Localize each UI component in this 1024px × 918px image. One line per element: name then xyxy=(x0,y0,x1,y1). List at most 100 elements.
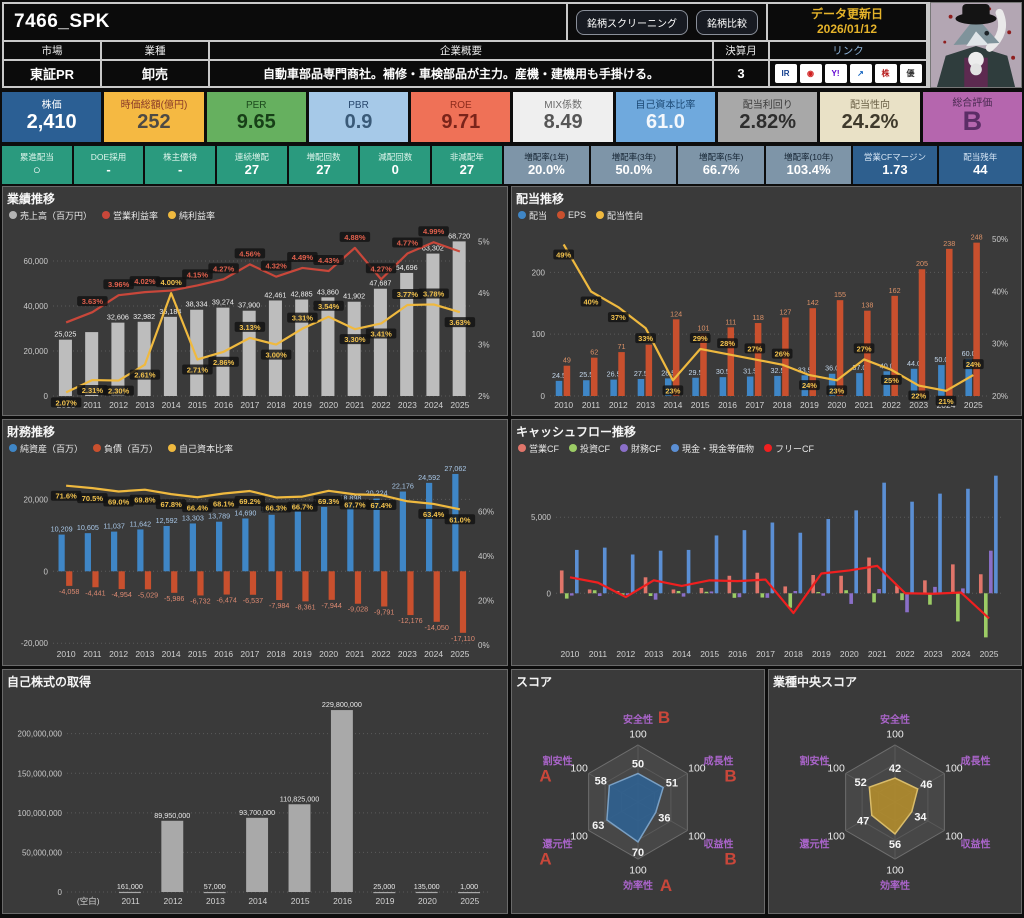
metric-label: 営業CFマージン xyxy=(863,152,926,163)
legend-item: 財務CF xyxy=(620,442,661,455)
kpi-value: 0.9 xyxy=(344,111,373,134)
svg-text:100: 100 xyxy=(629,729,647,741)
legend-item: 現金・現金等価物 xyxy=(671,442,754,455)
dividend-legend: 配当 EPS 配当性向 xyxy=(518,208,1017,222)
industry-median-radar-panel: 業種中央スコア 100 安全性 42 100 成長性 46 100 収益性 34 100 効率性 56… xyxy=(768,669,1022,914)
kpi-value: 2,410 xyxy=(26,111,77,134)
cashflow-legend: 営業CF 投資CF 財務CF 現金・現金等価物 フリーCF xyxy=(518,441,1017,455)
svg-text:66.7%: 66.7% xyxy=(292,503,314,512)
svg-text:2020: 2020 xyxy=(840,649,859,659)
svg-text:150,000,000: 150,000,000 xyxy=(18,769,63,778)
svg-text:161,000: 161,000 xyxy=(117,882,143,891)
compare-button[interactable]: 銘柄比較 xyxy=(696,9,758,35)
stock-code-title: 7466_SPK xyxy=(14,11,110,32)
svg-text:56: 56 xyxy=(889,839,901,851)
kpi-label: 総合評価 xyxy=(952,97,993,109)
legend-dot xyxy=(518,211,526,219)
svg-text:2015: 2015 xyxy=(188,649,207,659)
irbank-link-icon[interactable]: IR xyxy=(774,64,797,83)
svg-text:3.30%: 3.30% xyxy=(344,335,366,344)
company-summary-cell: 企業概要 自動車部品専門商社。補修・車検部品が主力。産機・建機用も手掛ける。 xyxy=(210,42,712,86)
svg-text:0%: 0% xyxy=(478,641,490,650)
svg-text:37,900: 37,900 xyxy=(238,301,260,310)
svg-text:3.54%: 3.54% xyxy=(318,302,340,311)
fiscal-month-cell: 決算月 3 xyxy=(714,42,768,86)
kabutan-link-icon[interactable]: ◉ xyxy=(799,64,822,83)
svg-text:100: 100 xyxy=(629,865,647,877)
legend-label: フリーCF xyxy=(775,443,815,454)
metric-label: 非減配年 xyxy=(449,152,484,163)
legend-label: 営業CF xyxy=(529,443,559,454)
kpi-label: 配当性向 xyxy=(850,99,891,111)
metric-value: 27 xyxy=(459,162,475,178)
svg-text:2020: 2020 xyxy=(418,896,437,906)
svg-text:1,000: 1,000 xyxy=(460,882,478,891)
stock-chart-link-icon[interactable]: ↗ xyxy=(849,64,872,83)
svg-text:-4,058: -4,058 xyxy=(59,587,79,596)
svg-text:2014: 2014 xyxy=(248,896,267,906)
svg-text:2021: 2021 xyxy=(345,400,364,410)
nikkei-link-icon[interactable]: 株 xyxy=(874,64,897,83)
svg-text:2015: 2015 xyxy=(691,400,710,410)
svg-text:27.5: 27.5 xyxy=(634,369,648,378)
financial-chart: -20,000 0 20,000 0% 20% 40% 60% 2010 2011 2012 201… xyxy=(21,464,494,659)
svg-text:収益性: 収益性 xyxy=(704,838,734,851)
svg-text:142: 142 xyxy=(807,298,819,307)
legend-label: 負債（百万） xyxy=(104,443,159,454)
svg-text:2012: 2012 xyxy=(164,896,183,906)
svg-text:0: 0 xyxy=(44,567,49,576)
svg-text:40.0: 40.0 xyxy=(880,361,894,370)
yutai-link-icon[interactable]: 優 xyxy=(899,64,922,83)
svg-text:68.1%: 68.1% xyxy=(213,499,235,508)
svg-text:100: 100 xyxy=(688,831,706,843)
financial-trend-panel: 財務推移 純資産（百万） 負債（百万） 自己資本比率 -20,000 0 20,000 0… xyxy=(2,419,508,666)
svg-text:100: 100 xyxy=(886,729,904,741)
charts-area: 業績推移 売上高（百万円） 営業利益率 純利益率 0 20,000 40,000 60,0… xyxy=(0,186,1024,918)
svg-text:3.96%: 3.96% xyxy=(108,280,130,289)
svg-text:-9,028: -9,028 xyxy=(348,605,368,614)
svg-text:13,789: 13,789 xyxy=(208,512,230,521)
svg-text:-5,029: -5,029 xyxy=(138,590,158,599)
svg-text:60%: 60% xyxy=(478,508,494,517)
kpi-label: PER xyxy=(245,99,267,111)
header-buttons: 銘柄スクリーニング 銘柄比較 xyxy=(568,4,766,40)
kpi-label: ROE xyxy=(450,99,472,111)
svg-text:54,696: 54,696 xyxy=(396,263,418,272)
kpi-label: 株価 xyxy=(41,99,62,111)
profile-link-icon[interactable]: Y! xyxy=(824,64,847,83)
svg-text:29.5: 29.5 xyxy=(689,368,703,377)
svg-text:24.5: 24.5 xyxy=(552,371,566,380)
industry-cell: 業種 卸売 xyxy=(102,42,208,86)
svg-text:2010: 2010 xyxy=(554,400,573,410)
svg-text:2025: 2025 xyxy=(964,400,983,410)
svg-text:89,950,000: 89,950,000 xyxy=(154,811,190,820)
metric-label: DOE採用 xyxy=(90,152,127,163)
svg-text:18,898: 18,898 xyxy=(339,493,361,502)
svg-text:39,274: 39,274 xyxy=(212,298,234,307)
svg-text:47: 47 xyxy=(857,815,869,827)
legend-label: 配当性向 xyxy=(607,210,644,221)
screening-button[interactable]: 銘柄スクリーニング xyxy=(576,9,688,35)
panel-title: 配当推移 xyxy=(516,192,565,206)
svg-text:0: 0 xyxy=(44,392,49,401)
legend-label: 売上高（百万円） xyxy=(20,210,93,221)
svg-text:4.49%: 4.49% xyxy=(292,253,314,262)
svg-text:-6,732: -6,732 xyxy=(190,596,210,605)
legend-dot xyxy=(168,444,177,452)
svg-text:118: 118 xyxy=(752,313,763,322)
update-date-value: 2026/01/12 xyxy=(816,22,878,36)
svg-text:40%: 40% xyxy=(992,287,1008,296)
svg-text:111: 111 xyxy=(725,317,736,326)
svg-text:2015: 2015 xyxy=(188,400,207,410)
svg-text:40%: 40% xyxy=(478,552,494,561)
industry-value: 卸売 xyxy=(102,61,208,86)
metric-cell-6: 減配回数 0 xyxy=(360,146,431,184)
svg-text:-9,791: -9,791 xyxy=(374,607,394,616)
metric-label: 配当残年 xyxy=(963,152,998,163)
svg-text:2017: 2017 xyxy=(240,400,259,410)
legend-item: 自己資本比率 xyxy=(168,442,233,455)
kpi-tile-8: 配当利回り 2.82% xyxy=(718,92,818,142)
svg-text:2016: 2016 xyxy=(718,400,737,410)
svg-text:4.27%: 4.27% xyxy=(370,264,392,273)
kpi-tile-3: PER 9.65 xyxy=(206,92,306,142)
